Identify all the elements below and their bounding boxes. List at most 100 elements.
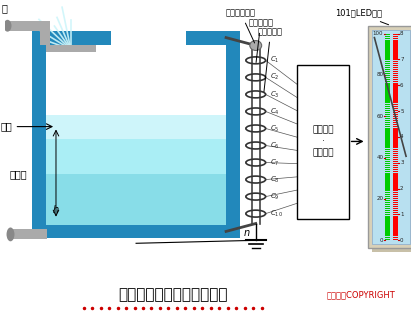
FancyBboxPatch shape xyxy=(385,165,390,166)
FancyBboxPatch shape xyxy=(393,48,398,50)
FancyBboxPatch shape xyxy=(385,89,390,91)
FancyBboxPatch shape xyxy=(46,45,226,115)
FancyBboxPatch shape xyxy=(385,175,390,177)
FancyBboxPatch shape xyxy=(393,206,398,207)
FancyBboxPatch shape xyxy=(385,93,390,95)
FancyBboxPatch shape xyxy=(385,153,390,154)
FancyBboxPatch shape xyxy=(369,26,411,248)
Ellipse shape xyxy=(250,41,262,50)
FancyBboxPatch shape xyxy=(393,153,398,154)
FancyBboxPatch shape xyxy=(393,75,398,76)
FancyBboxPatch shape xyxy=(393,157,398,158)
FancyBboxPatch shape xyxy=(385,222,390,224)
FancyBboxPatch shape xyxy=(385,173,390,174)
FancyBboxPatch shape xyxy=(385,232,390,234)
Text: 编码电路: 编码电路 xyxy=(312,149,334,158)
FancyBboxPatch shape xyxy=(385,228,390,230)
FancyBboxPatch shape xyxy=(385,34,390,35)
FancyBboxPatch shape xyxy=(393,198,398,199)
FancyBboxPatch shape xyxy=(393,38,398,39)
FancyBboxPatch shape xyxy=(393,50,398,52)
FancyBboxPatch shape xyxy=(385,36,390,37)
FancyBboxPatch shape xyxy=(185,31,240,45)
FancyBboxPatch shape xyxy=(385,138,390,140)
FancyBboxPatch shape xyxy=(385,187,390,189)
FancyBboxPatch shape xyxy=(385,118,390,119)
FancyBboxPatch shape xyxy=(385,75,390,76)
FancyBboxPatch shape xyxy=(385,99,390,101)
Text: 玻璃连通器: 玻璃连通器 xyxy=(248,19,273,63)
Text: n: n xyxy=(244,228,250,238)
Text: $C_{3}$: $C_{3}$ xyxy=(270,89,279,100)
FancyBboxPatch shape xyxy=(393,42,398,44)
FancyBboxPatch shape xyxy=(385,208,390,209)
FancyBboxPatch shape xyxy=(393,61,398,62)
FancyBboxPatch shape xyxy=(385,234,390,236)
FancyBboxPatch shape xyxy=(385,147,390,148)
FancyBboxPatch shape xyxy=(393,36,398,37)
FancyBboxPatch shape xyxy=(385,224,390,226)
FancyBboxPatch shape xyxy=(393,181,398,183)
Text: 100: 100 xyxy=(373,31,383,36)
FancyBboxPatch shape xyxy=(385,196,390,197)
FancyBboxPatch shape xyxy=(393,89,398,91)
FancyBboxPatch shape xyxy=(385,226,390,228)
FancyBboxPatch shape xyxy=(393,142,398,144)
FancyBboxPatch shape xyxy=(385,54,390,56)
FancyBboxPatch shape xyxy=(385,202,390,203)
FancyBboxPatch shape xyxy=(393,194,398,195)
FancyBboxPatch shape xyxy=(393,124,398,125)
Text: $C_{10}$: $C_{10}$ xyxy=(270,209,282,219)
FancyBboxPatch shape xyxy=(372,30,411,252)
FancyBboxPatch shape xyxy=(393,179,398,181)
Text: $C_{5}$: $C_{5}$ xyxy=(270,123,279,134)
FancyBboxPatch shape xyxy=(393,106,398,107)
FancyBboxPatch shape xyxy=(385,140,390,142)
FancyBboxPatch shape xyxy=(385,116,390,117)
FancyBboxPatch shape xyxy=(46,154,226,224)
Text: 东方仿真COPYRIGHT: 东方仿真COPYRIGHT xyxy=(326,290,395,299)
FancyBboxPatch shape xyxy=(393,192,398,193)
FancyBboxPatch shape xyxy=(385,110,390,111)
Text: $C_{6}$: $C_{6}$ xyxy=(270,140,279,151)
FancyBboxPatch shape xyxy=(385,83,390,84)
FancyBboxPatch shape xyxy=(393,147,398,148)
FancyBboxPatch shape xyxy=(393,212,398,213)
Text: ·: · xyxy=(321,137,324,146)
FancyBboxPatch shape xyxy=(385,161,390,162)
FancyBboxPatch shape xyxy=(385,134,390,136)
FancyBboxPatch shape xyxy=(393,65,398,66)
FancyBboxPatch shape xyxy=(385,210,390,212)
FancyBboxPatch shape xyxy=(385,112,390,113)
FancyBboxPatch shape xyxy=(385,91,390,93)
FancyBboxPatch shape xyxy=(385,183,390,185)
Text: $C_{2}$: $C_{2}$ xyxy=(270,72,279,82)
FancyBboxPatch shape xyxy=(393,200,398,201)
FancyBboxPatch shape xyxy=(393,163,398,164)
FancyBboxPatch shape xyxy=(393,232,398,234)
FancyBboxPatch shape xyxy=(385,120,390,121)
FancyBboxPatch shape xyxy=(393,93,398,95)
FancyBboxPatch shape xyxy=(393,79,398,80)
FancyBboxPatch shape xyxy=(393,59,398,60)
FancyBboxPatch shape xyxy=(385,204,390,205)
Text: 容量检测: 容量检测 xyxy=(312,125,334,134)
FancyBboxPatch shape xyxy=(393,196,398,197)
FancyBboxPatch shape xyxy=(393,46,398,48)
FancyBboxPatch shape xyxy=(393,138,398,140)
FancyBboxPatch shape xyxy=(385,200,390,201)
FancyBboxPatch shape xyxy=(393,208,398,209)
FancyBboxPatch shape xyxy=(393,67,398,68)
FancyBboxPatch shape xyxy=(393,128,398,129)
Text: 光柱显示编码式液位计原理: 光柱显示编码式液位计原理 xyxy=(118,287,227,302)
FancyBboxPatch shape xyxy=(385,214,390,215)
FancyBboxPatch shape xyxy=(46,45,226,224)
FancyBboxPatch shape xyxy=(393,85,398,86)
FancyBboxPatch shape xyxy=(385,46,390,48)
FancyBboxPatch shape xyxy=(393,228,398,230)
FancyBboxPatch shape xyxy=(385,59,390,60)
FancyBboxPatch shape xyxy=(393,40,398,41)
Ellipse shape xyxy=(7,227,14,241)
FancyBboxPatch shape xyxy=(385,169,390,170)
FancyBboxPatch shape xyxy=(393,116,398,117)
